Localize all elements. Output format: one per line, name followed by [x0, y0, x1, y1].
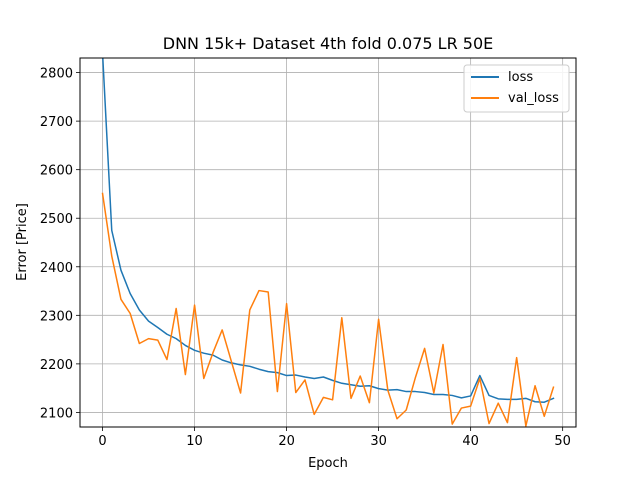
- y-tick-label: 2700: [40, 115, 73, 130]
- y-axis: 2100 2200 2300 2400 2500 2600 2700 2800: [40, 67, 80, 421]
- x-tick-label: 20: [278, 434, 295, 449]
- series-line-loss: [102, 58, 555, 403]
- x-axis-label: Epoch: [308, 456, 348, 471]
- y-tick-label: 2400: [40, 261, 73, 276]
- y-tick-label: 2500: [40, 212, 73, 227]
- x-tick-label: 0: [98, 434, 106, 449]
- plot-lines: [101, 58, 555, 427]
- x-tick-label: 40: [462, 434, 479, 449]
- y-tick-label: 2100: [40, 406, 73, 421]
- y-tick-label: 2800: [40, 67, 73, 82]
- x-tick-label: 50: [554, 434, 571, 449]
- x-axis: 0 10 20 30 40 50: [98, 427, 571, 449]
- y-tick-label: 2200: [40, 358, 73, 373]
- y-axis-label: Error [Price]: [15, 203, 30, 281]
- y-tick-label: 2300: [40, 309, 73, 324]
- legend: loss val_loss: [463, 64, 570, 113]
- y-tick-label: 2600: [40, 164, 73, 179]
- x-tick-label: 30: [370, 434, 387, 449]
- legend-label-loss: loss: [508, 70, 533, 85]
- x-tick-label: 10: [186, 434, 203, 449]
- grid: [80, 58, 576, 427]
- legend-label-val-loss: val_loss: [508, 91, 559, 106]
- series-line-val-loss: [101, 192, 555, 427]
- axes-frame: [79, 57, 577, 428]
- chart-title: DNN 15k+ Dataset 4th fold 0.075 LR 50E: [163, 34, 493, 53]
